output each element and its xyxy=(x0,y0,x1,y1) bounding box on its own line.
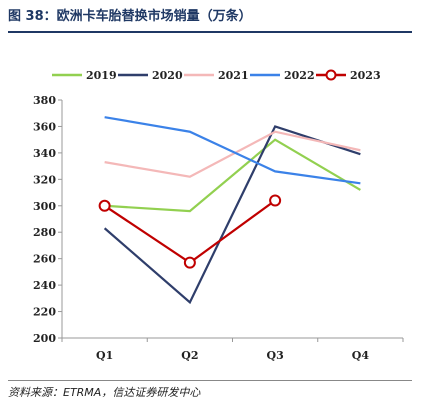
y-tick-label: 200 xyxy=(33,332,56,345)
y-tick-label: 320 xyxy=(33,173,56,186)
title-bar: 图 38：欧洲卡车胎替换市场销量（万条） xyxy=(8,6,412,28)
data-point-2023 xyxy=(183,256,196,269)
chart-legend: 2019 2020 2021 2022 2023 xyxy=(52,69,381,82)
title-rule xyxy=(8,31,412,33)
source-note: 资料来源：ETRMA，信达证券研发中心 xyxy=(8,386,201,399)
x-tick-label: Q2 xyxy=(181,349,198,362)
y-tick-label: 240 xyxy=(33,279,56,292)
y-axis: 200 220 240 260 280 300 320 340 360 380 xyxy=(33,94,63,345)
legend-label: 2022 xyxy=(284,69,315,82)
legend-marker-2023 xyxy=(325,69,337,81)
y-tick-label: 340 xyxy=(33,147,56,160)
figure-title: 图 38：欧洲卡车胎替换市场销量（万条） xyxy=(8,9,252,24)
x-tick-label: Q1 xyxy=(96,349,113,362)
footer-rule xyxy=(8,380,412,381)
legend-label: 2021 xyxy=(218,69,249,82)
x-tick-label: Q3 xyxy=(267,349,284,362)
y-tick-label: 360 xyxy=(33,120,56,133)
y-tick-label: 260 xyxy=(33,253,56,266)
legend-label: 2023 xyxy=(350,69,381,82)
series-line-2019 xyxy=(104,138,361,213)
y-tick-label: 220 xyxy=(33,306,56,319)
x-tick-label: Q4 xyxy=(352,349,370,362)
line-chart: 2019 2020 2021 2022 2023 200 220 240 260 280 300 3… xyxy=(33,69,404,362)
legend-label: 2019 xyxy=(86,69,117,82)
y-tick-label: 380 xyxy=(33,94,56,107)
data-point-2023 xyxy=(98,199,111,212)
x-axis: Q1 Q2 Q3 Q4 xyxy=(61,337,404,362)
data-point-2023 xyxy=(269,194,282,207)
series-line-2020 xyxy=(103,125,361,305)
legend-label: 2020 xyxy=(152,69,183,82)
y-tick-label: 300 xyxy=(33,200,56,213)
series-line-2022 xyxy=(104,116,361,185)
y-tick-label: 280 xyxy=(33,226,56,239)
series-lines xyxy=(98,116,361,305)
series-line-2021 xyxy=(104,130,361,178)
